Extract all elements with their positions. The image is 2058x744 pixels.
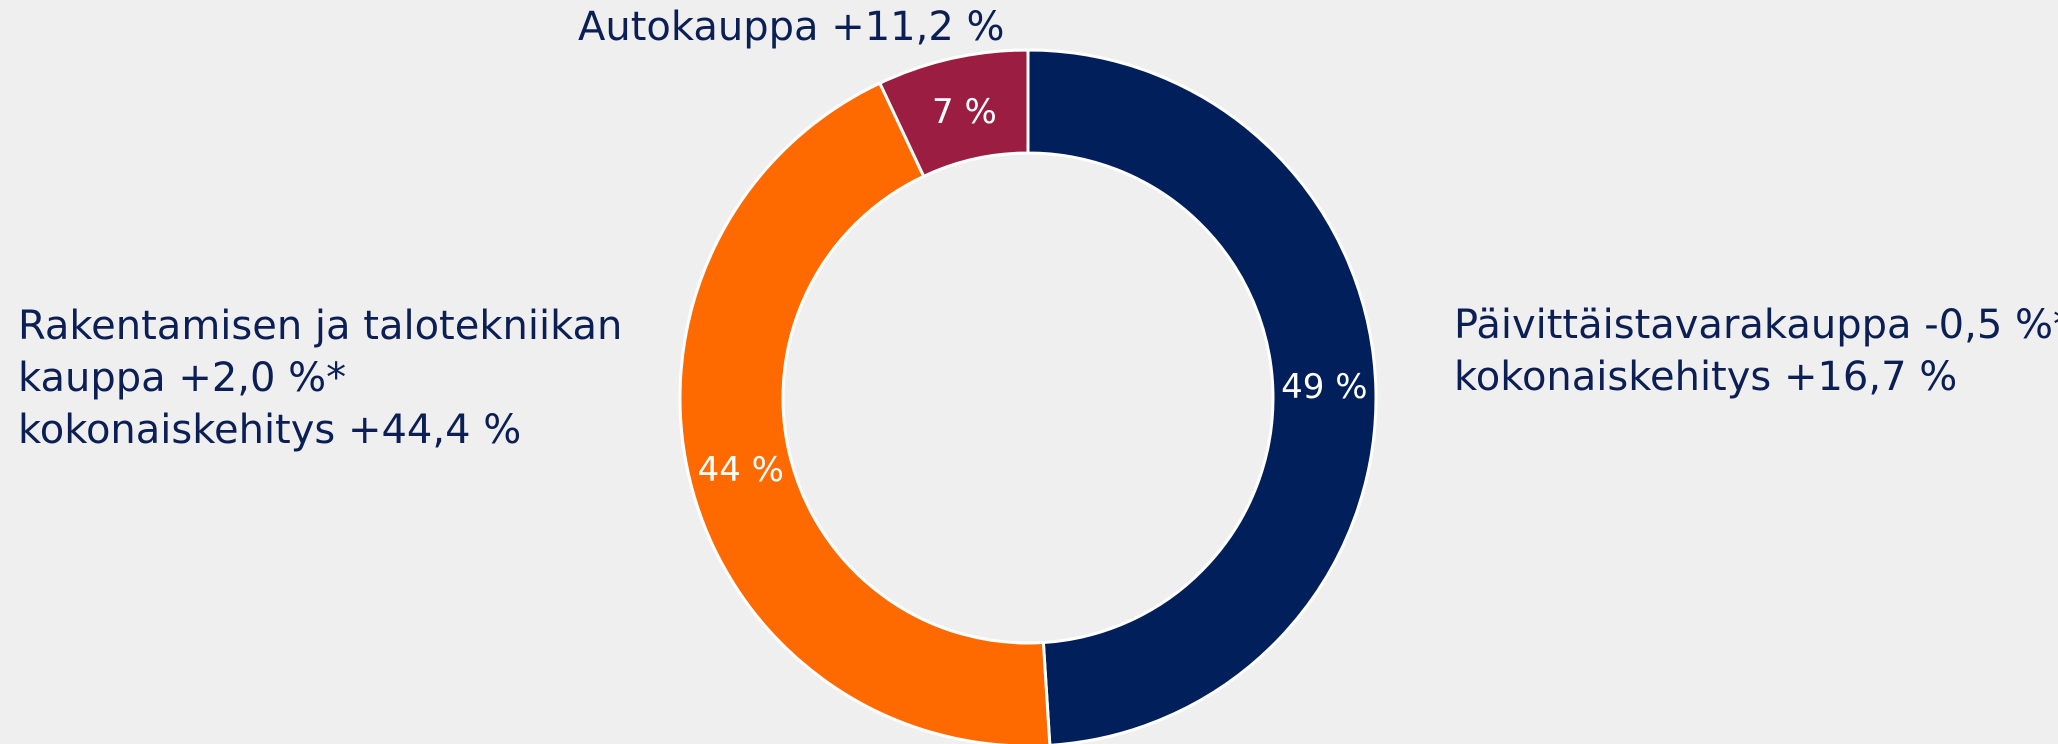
donut-segment — [877, 48, 1030, 179]
donut-segment — [678, 81, 1052, 744]
data-label: 44 % — [698, 450, 784, 490]
segment-label: kokonaiskehitys +44,4 % — [18, 407, 521, 453]
data-label: 7 % — [932, 92, 997, 132]
donut-segment — [1026, 48, 1378, 744]
segment-label: Rakentamisen ja talotekniikan — [18, 303, 622, 349]
segment-label: kauppa +2,0 %* — [18, 355, 346, 401]
data-label: 49 % — [1281, 367, 1367, 407]
segment-label: Autokauppa +11,2 % — [578, 4, 1005, 50]
segment-label: Päivittäistavarakauppa -0,5 %* — [1454, 302, 2058, 348]
segment-label: kokonaiskehitys +16,7 % — [1454, 354, 1957, 400]
